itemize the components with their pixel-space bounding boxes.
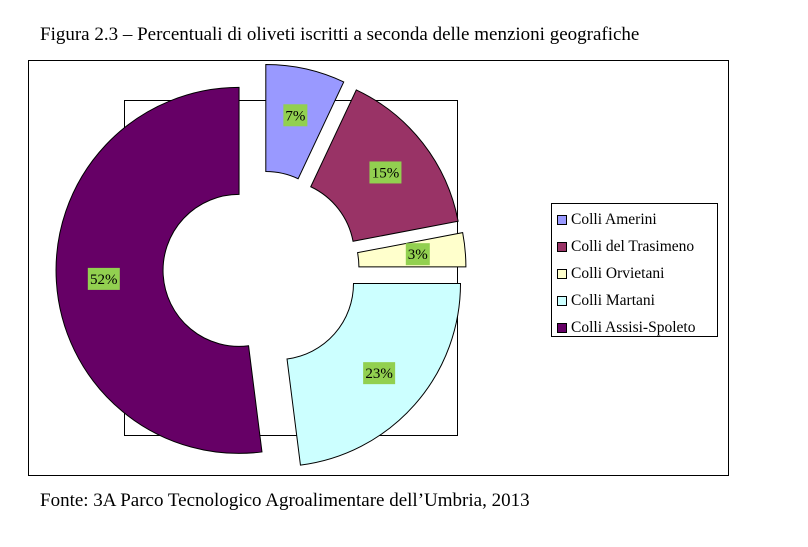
data-label-text: 23% — [365, 366, 393, 382]
figure-source: Fonte: 3A Parco Tecnologico Agroalimenta… — [40, 490, 530, 512]
legend-swatch — [557, 215, 567, 225]
donut-slice-colli-assisi-spoleto — [56, 87, 262, 453]
data-label: 52% — [88, 268, 120, 290]
legend-label: Colli Martani — [571, 292, 655, 310]
data-label: 3% — [406, 243, 430, 265]
data-label-text: 3% — [408, 247, 428, 263]
data-label-text: 15% — [372, 165, 400, 181]
legend-item: Colli Orvietani — [557, 260, 717, 287]
data-label: 15% — [369, 161, 401, 183]
data-label-text: 52% — [90, 272, 118, 288]
chart-legend: Colli Amerini Colli del Trasimeno Colli … — [551, 203, 718, 337]
data-label-text: 7% — [285, 108, 305, 124]
legend-item: Colli Assisi-Spoleto — [557, 314, 717, 341]
legend-swatch — [557, 269, 567, 279]
legend-label: Colli Amerini — [571, 211, 657, 229]
legend-swatch — [557, 296, 567, 306]
legend-item: Colli Amerini — [557, 206, 717, 233]
legend-item: Colli Martani — [557, 287, 717, 314]
legend-item: Colli del Trasimeno — [557, 233, 717, 260]
legend-swatch — [557, 323, 567, 333]
legend-label: Colli Orvietani — [571, 265, 664, 283]
legend-swatch — [557, 242, 567, 252]
legend-label: Colli del Trasimeno — [571, 238, 694, 256]
data-label: 23% — [363, 362, 395, 384]
data-label: 7% — [283, 104, 307, 126]
legend-label: Colli Assisi-Spoleto — [571, 319, 695, 337]
